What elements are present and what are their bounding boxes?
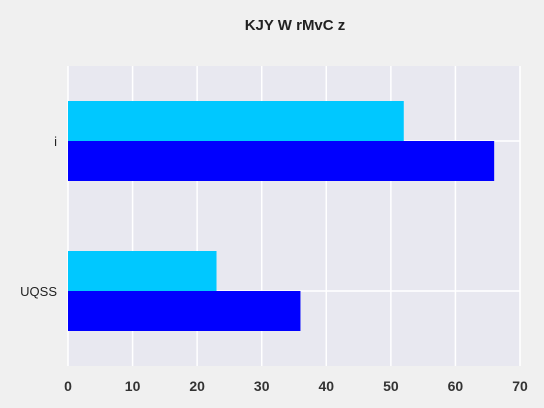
chart-title: KJY W rMvC z — [245, 17, 346, 34]
bars — [68, 101, 495, 331]
x-axis-ticks: 0 10 20 30 40 50 60 70 — [64, 378, 528, 394]
x-tick-label: 50 — [383, 378, 399, 394]
bar — [68, 291, 301, 331]
x-tick-label: 0 — [64, 378, 72, 394]
y-tick-label: UQSS — [20, 284, 57, 299]
bar — [68, 251, 217, 291]
y-tick-label: i — [54, 134, 57, 149]
bar — [68, 101, 404, 141]
x-tick-label: 30 — [254, 378, 270, 394]
x-tick-label: 60 — [448, 378, 464, 394]
x-tick-label: 70 — [512, 378, 528, 394]
x-tick-label: 40 — [318, 378, 334, 394]
x-tick-label: 20 — [189, 378, 205, 394]
y-axis-ticks: i UQSS — [20, 134, 57, 299]
bar — [68, 141, 495, 181]
x-tick-label: 10 — [125, 378, 141, 394]
